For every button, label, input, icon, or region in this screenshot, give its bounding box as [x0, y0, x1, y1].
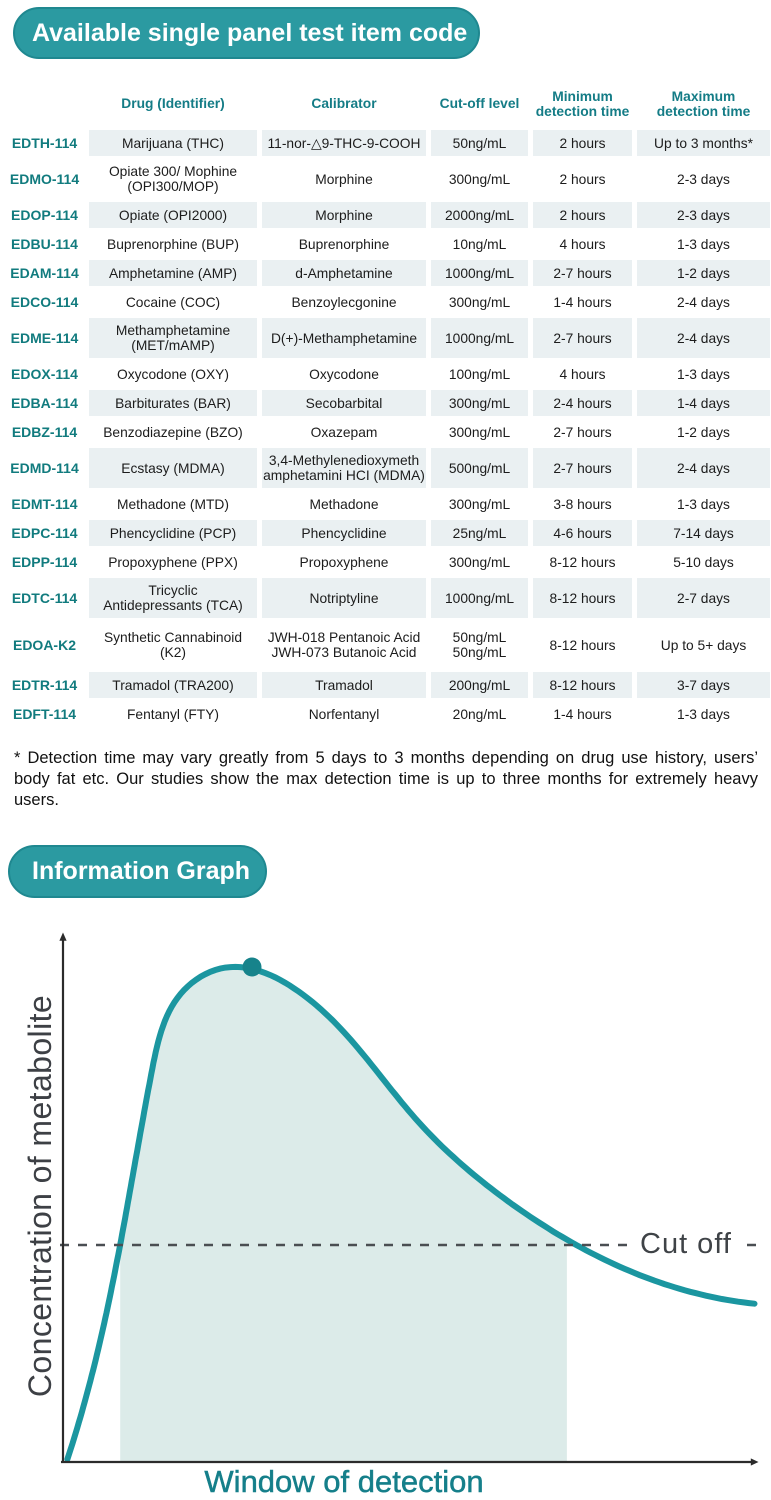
- svg-text:Window of detection: Window of detection: [204, 1464, 483, 1499]
- svg-text:Cut off: Cut off: [640, 1228, 732, 1260]
- svg-text:Concentration of metabolite: Concentration of metabolite: [22, 995, 58, 1397]
